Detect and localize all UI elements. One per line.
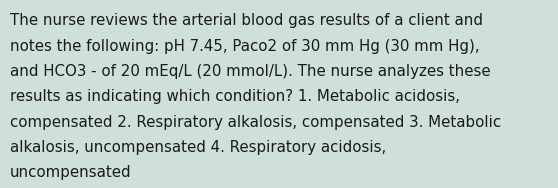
- Text: and HCO3 - of 20 mEq/L (20 mmol/L). The nurse analyzes these: and HCO3 - of 20 mEq/L (20 mmol/L). The …: [10, 64, 490, 79]
- Text: uncompensated: uncompensated: [10, 165, 132, 180]
- Text: results as indicating which condition? 1. Metabolic acidosis,: results as indicating which condition? 1…: [10, 89, 460, 104]
- Text: compensated 2. Respiratory alkalosis, compensated 3. Metabolic: compensated 2. Respiratory alkalosis, co…: [10, 115, 501, 130]
- Text: alkalosis, uncompensated 4. Respiratory acidosis,: alkalosis, uncompensated 4. Respiratory …: [10, 140, 386, 155]
- Text: notes the following: pH 7.45, Paco2 of 30 mm Hg (30 mm Hg),: notes the following: pH 7.45, Paco2 of 3…: [10, 39, 480, 54]
- Text: The nurse reviews the arterial blood gas results of a client and: The nurse reviews the arterial blood gas…: [10, 13, 483, 28]
